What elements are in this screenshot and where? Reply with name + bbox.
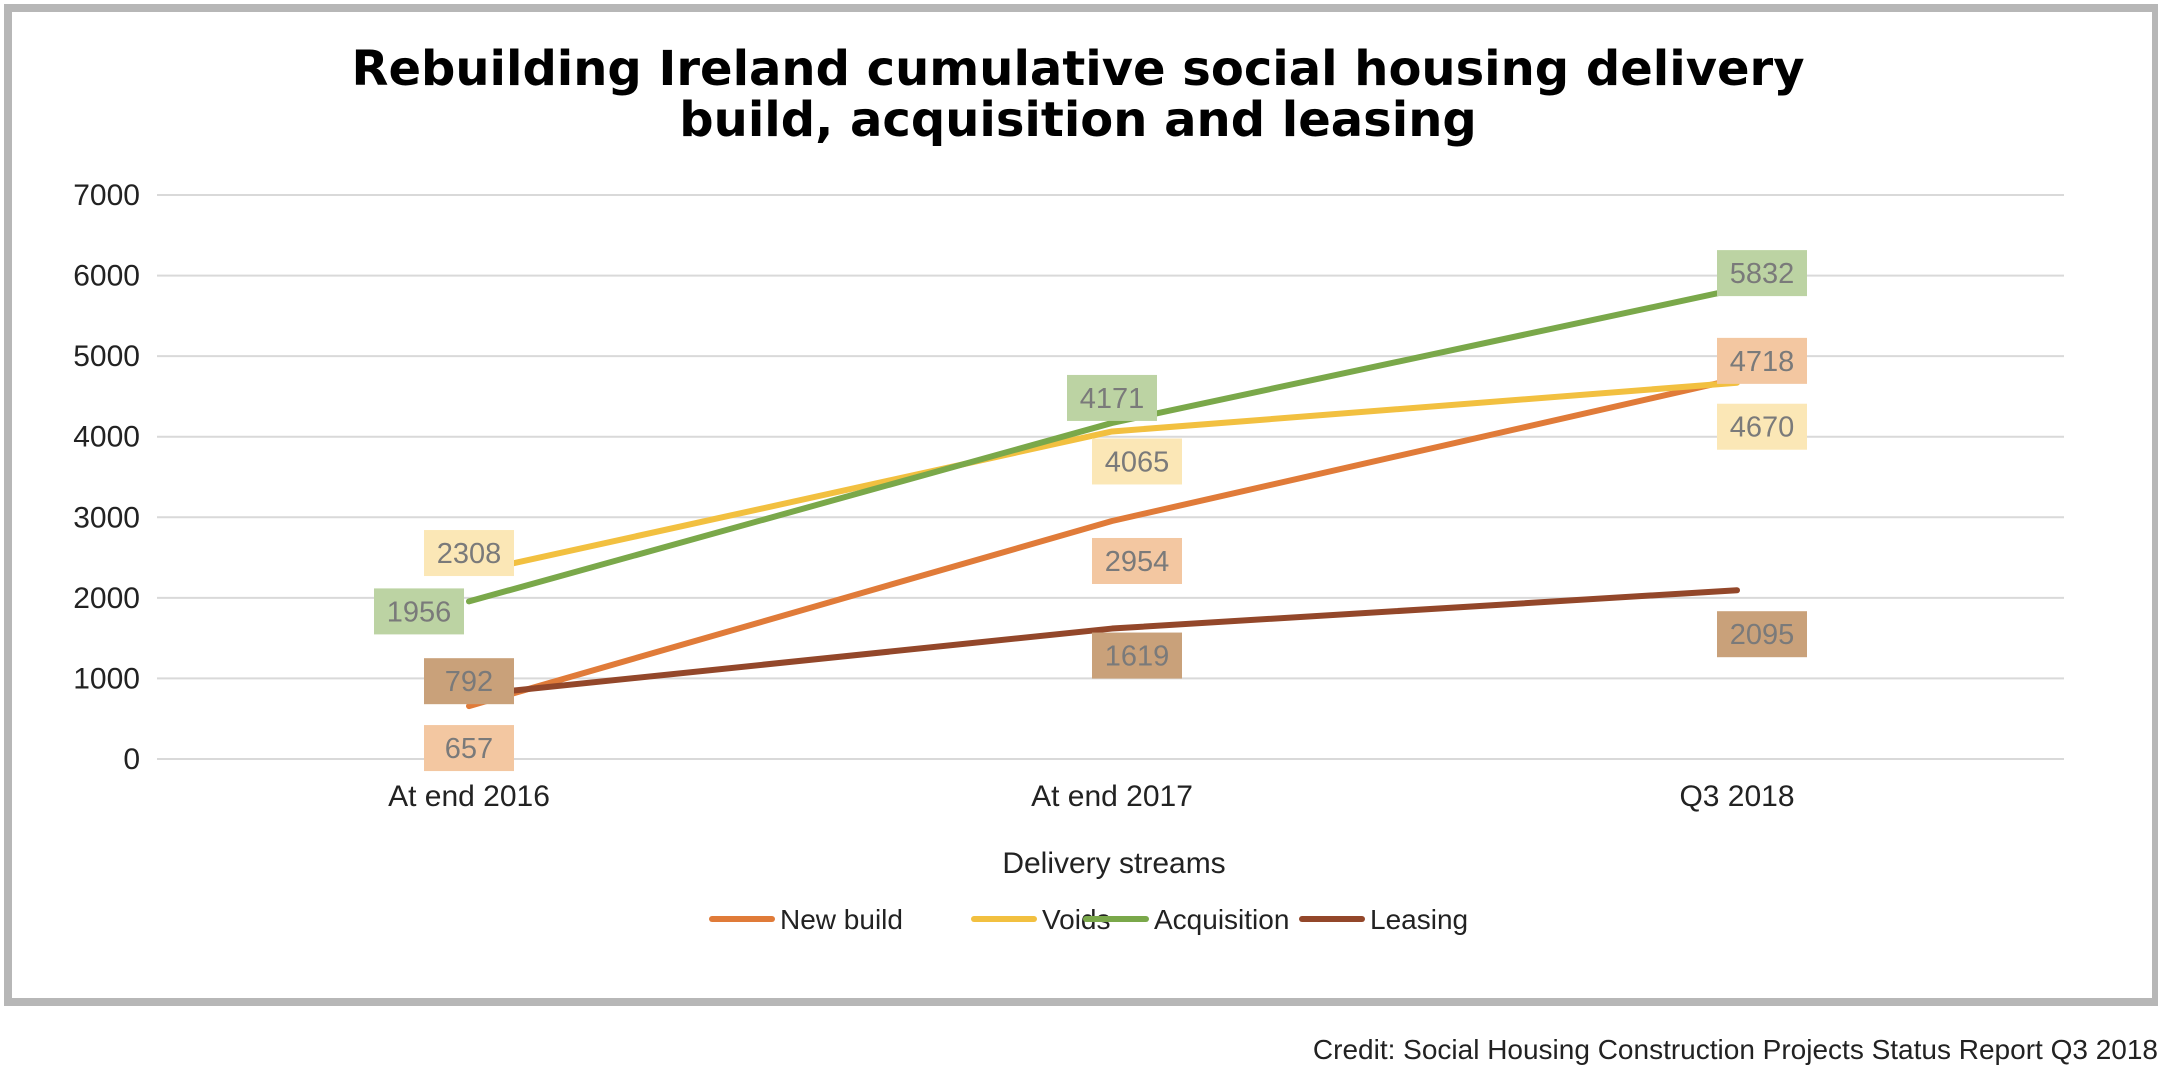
data-label-text: 4670 [1730, 412, 1795, 444]
data-label-text: 657 [445, 733, 493, 765]
series-line-acquisition [466, 286, 1740, 605]
data-label-voids: 2308 [424, 530, 514, 577]
data-label-text: 4065 [1105, 446, 1170, 478]
line-chart: Rebuilding Ireland cumulative social hou… [73, 41, 2064, 935]
data-label-voids: 4670 [1717, 403, 1807, 450]
x-tick-label: At end 2017 [1031, 780, 1193, 813]
data-label-new-build: 4718 [1717, 337, 1807, 384]
legend-label: Leasing [1370, 904, 1468, 935]
series-line-leasing [466, 587, 1740, 699]
data-label-text: 2954 [1105, 546, 1170, 578]
y-tick-label: 6000 [73, 260, 140, 293]
data-label-box [1092, 438, 1182, 485]
data-labels: 657 2954 4718 2308 4065 4670 1956 4171 5832 792 16… [374, 250, 1807, 772]
data-label-box [1717, 337, 1807, 384]
series-line-voids [466, 379, 1740, 577]
legend-label: Acquisition [1154, 904, 1289, 935]
x-tick-label: At end 2016 [388, 780, 550, 813]
data-label-box [374, 588, 464, 635]
data-label-text: 4718 [1730, 346, 1795, 378]
data-label-text: 1619 [1105, 641, 1170, 673]
data-label-new-build: 657 [424, 725, 514, 772]
series-lines [466, 286, 1740, 710]
y-tick-label: 5000 [73, 340, 140, 373]
data-label-acquisition: 5832 [1717, 250, 1807, 297]
legend-item-leasing: Leasing [1299, 904, 1468, 935]
data-label-box [424, 725, 514, 772]
x-tick-label: Q3 2018 [1679, 780, 1794, 813]
chart-title-line-1: Rebuilding Ireland cumulative social hou… [351, 41, 1804, 97]
x-axis-title: Delivery streams [1002, 847, 1225, 880]
y-tick-label: 2000 [73, 582, 140, 615]
legend-label: New build [780, 904, 903, 935]
data-label-new-build: 2954 [1092, 537, 1182, 584]
y-tick-label: 3000 [73, 501, 140, 534]
data-label-box [1067, 374, 1157, 421]
data-label-voids: 4065 [1092, 438, 1182, 485]
chart-frame: Rebuilding Ireland cumulative social hou… [4, 4, 2158, 1006]
data-label-text: 4171 [1080, 383, 1145, 415]
legend: New build Voids Acquisition Leasing [709, 904, 1468, 935]
data-label-box [424, 658, 514, 705]
data-label-box [1717, 250, 1807, 297]
series-line-new-build [466, 375, 1740, 710]
chart-title: Rebuilding Ireland cumulative social hou… [351, 41, 1804, 148]
y-axis-ticks: 0 1000 2000 3000 4000 5000 6000 7000 [73, 179, 140, 776]
data-label-box [1717, 611, 1807, 658]
data-label-leasing: 792 [424, 658, 514, 705]
data-label-text: 2308 [437, 538, 502, 570]
data-label-text: 1956 [387, 596, 452, 628]
data-label-acquisition: 4171 [1067, 374, 1157, 421]
y-tick-label: 4000 [73, 421, 140, 454]
x-axis-ticks: At end 2016 At end 2017 Q3 2018 [388, 780, 1794, 813]
legend-item-acquisition: Acquisition [1083, 904, 1289, 935]
data-label-text: 792 [445, 666, 493, 698]
credit-line: Credit: Social Housing Construction Proj… [1312, 1034, 2158, 1065]
data-label-text: 5832 [1730, 258, 1795, 290]
y-tick-label: 1000 [73, 662, 140, 695]
y-tick-label: 7000 [73, 179, 140, 212]
data-label-leasing: 2095 [1717, 611, 1807, 658]
chart-title-line-2: build, acquisition and leasing [679, 92, 1476, 148]
data-label-box [1717, 403, 1807, 450]
data-label-box [1092, 537, 1182, 584]
data-label-text: 2095 [1730, 619, 1795, 651]
data-label-leasing: 1619 [1092, 632, 1182, 679]
data-label-acquisition: 1956 [374, 588, 464, 635]
y-tick-label: 0 [123, 743, 140, 776]
legend-item-new-build: New build [709, 904, 903, 935]
data-label-box [1092, 632, 1182, 679]
data-label-box [424, 530, 514, 577]
